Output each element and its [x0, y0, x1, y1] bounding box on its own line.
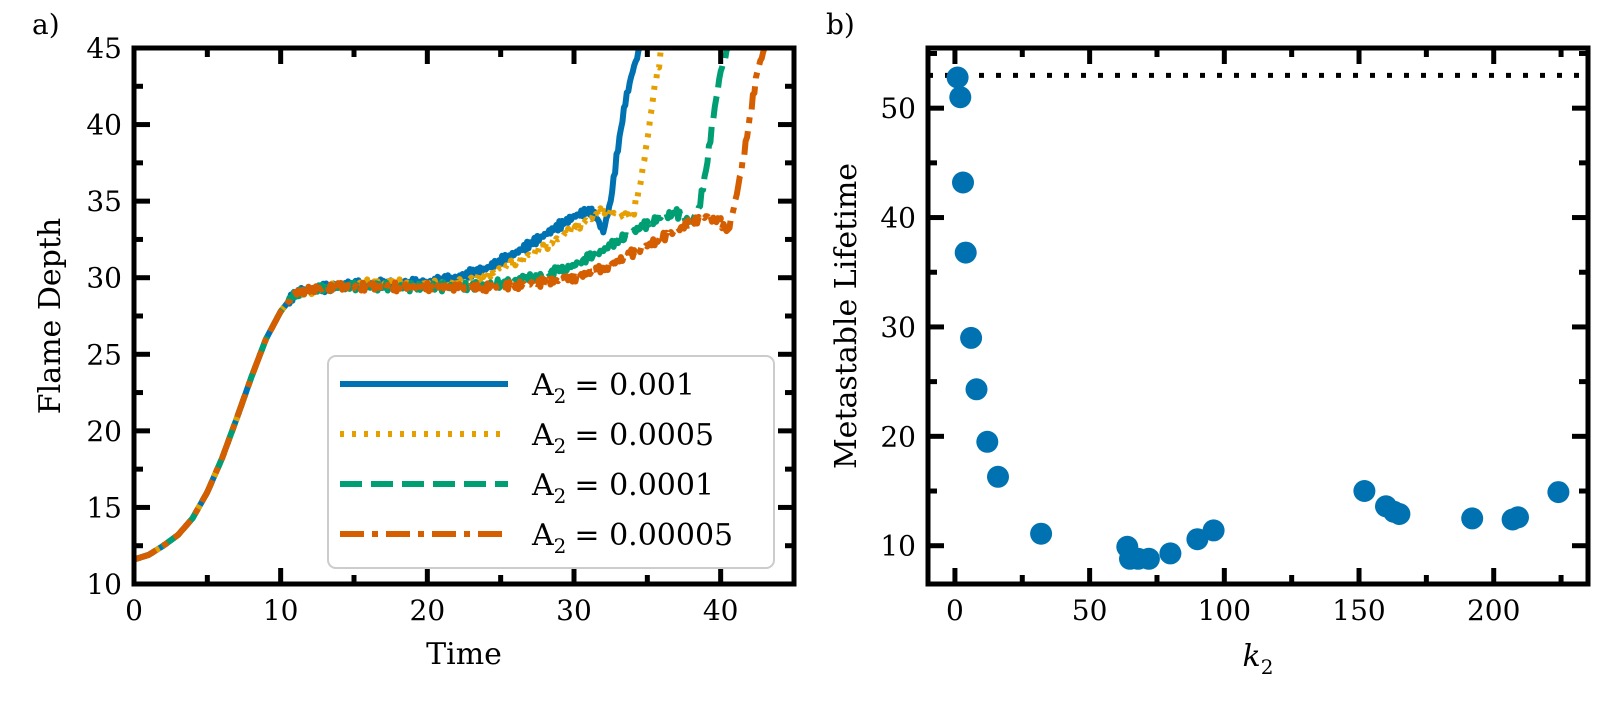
legend-label-prefix: A: [531, 418, 554, 453]
legend-box: [327, 355, 775, 569]
panel-b: b) 0 50 100 150 200 10 20 30 40 50 k2 Metastable …: [826, 8, 1591, 679]
panel-b-xlabel-sub: 2: [1261, 655, 1274, 679]
scatter-point: [946, 66, 969, 89]
legend-label-value: = 0.0001: [574, 468, 714, 503]
legend-label-3: A2 = 0.0001: [531, 468, 714, 508]
legend-label-value: = 0.00005: [574, 518, 733, 553]
legend-label-prefix: A: [531, 518, 554, 553]
scatter-point: [952, 171, 974, 194]
scatter-point: [1030, 522, 1053, 545]
panel-a-xtick-label: 20: [410, 594, 446, 627]
scatter-point: [1547, 481, 1570, 504]
panel-b-xtick-label: 100: [1198, 594, 1251, 627]
panel-a-xlabel: Time: [426, 637, 502, 672]
panel-a-ytick-label: 25: [86, 338, 122, 371]
legend-label-sub: 2: [554, 384, 567, 408]
panel-b-ytick-label: 30: [880, 311, 916, 344]
panel-b-ytick-label: 50: [880, 92, 916, 125]
panel-a-frame: [131, 45, 797, 587]
panel-a-ytick-label: 15: [86, 491, 122, 524]
panel-a-label: a): [32, 8, 60, 41]
panel-b-xlabel: k2: [1243, 639, 1274, 679]
legend-label-1: A2 = 0.001: [531, 368, 695, 408]
panel-b-xlabel-main: k: [1243, 639, 1261, 674]
panel-b-tick-labels: 0 50 100 150 200 10 20 30 40 50: [880, 92, 1520, 627]
legend-label-prefix: A: [531, 468, 554, 503]
panel-b-xtick-label: 150: [1332, 594, 1385, 627]
scatter-point: [1159, 542, 1182, 565]
panel-a-ytick-label: 10: [86, 568, 122, 601]
panel-b-frame: [925, 45, 1591, 587]
scatter-point: [954, 241, 977, 264]
scatter-point: [1507, 506, 1529, 529]
legend-label-value: = 0.001: [574, 368, 695, 403]
panel-a-ytick-label: 35: [86, 185, 122, 218]
scatter-point: [960, 326, 983, 349]
panel-b-ylabel: Metastable Lifetime: [829, 163, 864, 469]
panel-a-series-group: [132, 46, 768, 563]
scatter-point: [1137, 547, 1160, 570]
scatter-point: [1202, 519, 1225, 542]
legend-label-sub: 2: [554, 434, 567, 458]
scatter-point: [987, 465, 1009, 488]
scatter-point: [949, 86, 972, 109]
panel-a-xtick-label: 40: [703, 594, 739, 627]
panel-b-ytick-label: 40: [880, 202, 916, 235]
legend-label-prefix: A: [531, 368, 554, 403]
panel-b-label: b): [826, 8, 855, 41]
legend-label-value: = 0.0005: [574, 418, 714, 453]
panel-b-xtick-label: 200: [1467, 594, 1520, 627]
panel-a-ytick-label: 45: [86, 32, 122, 65]
panel-b-points-group: [946, 66, 1570, 570]
legend-label-4: A2 = 0.00005: [531, 518, 733, 558]
panel-b-ytick-label: 20: [880, 420, 916, 453]
panel-b-xtick-label: 0: [946, 594, 964, 627]
panel-a-ylabel: Flame Depth: [33, 218, 68, 414]
panel-b-ticks: [928, 48, 1588, 584]
scatter-point: [1186, 528, 1209, 551]
scatter-point: [965, 378, 988, 401]
scatter-point: [1388, 503, 1411, 525]
panel-a-xtick-label: 0: [125, 594, 143, 627]
series-line-4: [132, 46, 768, 563]
panel-b-ytick-label: 10: [880, 530, 916, 563]
scatter-point: [976, 430, 999, 453]
panel-a-xtick-label: 30: [556, 594, 592, 627]
scatter-point: [1353, 480, 1376, 502]
panel-a-ytick-label: 20: [86, 415, 122, 448]
panel-a-xtick-label: 10: [263, 594, 299, 627]
legend-label-2: A2 = 0.0005: [531, 418, 714, 458]
panel-b-xtick-label: 50: [1072, 594, 1108, 627]
legend-label-sub: 2: [554, 484, 567, 508]
scatter-point: [1461, 507, 1484, 530]
legend-label-sub: 2: [554, 534, 567, 558]
series-line-2: [132, 47, 665, 563]
panel-a-ytick-label: 40: [86, 109, 122, 142]
panel-a-ytick-label: 30: [86, 262, 122, 295]
